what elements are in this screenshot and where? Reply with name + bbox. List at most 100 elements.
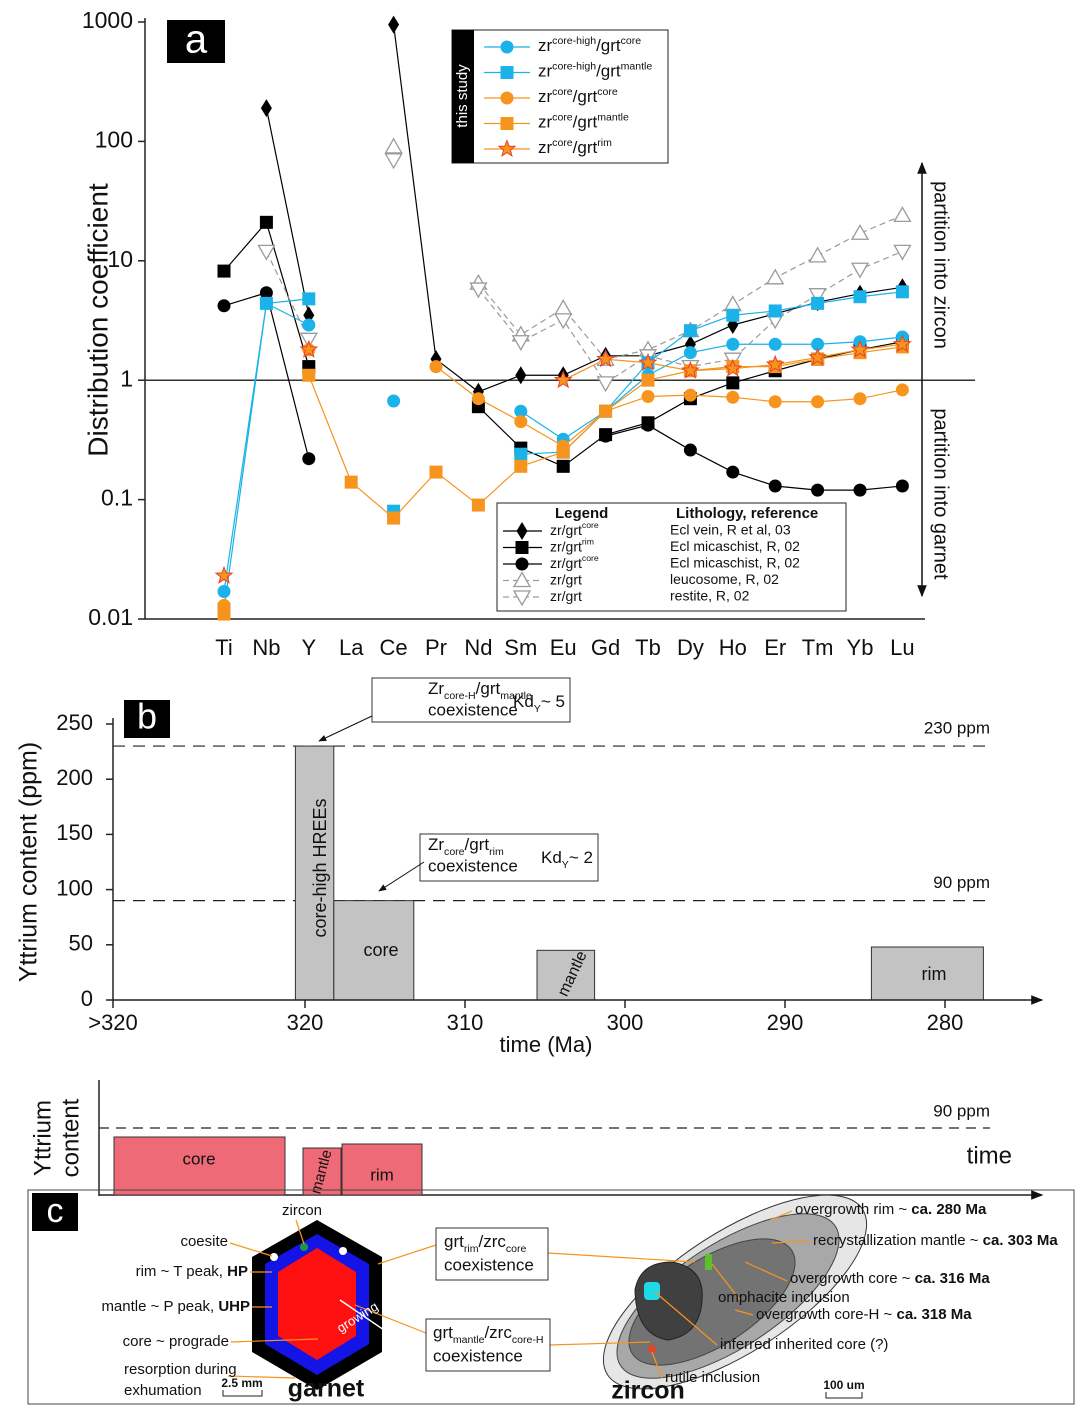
marker	[768, 395, 782, 409]
legend-reference: Ecl vein, R et al, 03	[670, 522, 791, 538]
marker	[641, 418, 655, 432]
callout-ratio-part: core-H	[444, 690, 476, 702]
marker	[500, 91, 514, 105]
leader	[227, 1375, 296, 1379]
coexistence-ratio: grtmantle/zrccore-H	[433, 1323, 543, 1345]
bar-label: core-high HREEs	[310, 798, 330, 937]
zircon-label-part: recrystallization mantle ~	[813, 1232, 983, 1249]
marker	[514, 447, 528, 461]
zircon-label-part: ca. 316 Ma	[915, 1270, 991, 1287]
coexistence-ratio-part: mantle	[453, 1334, 485, 1346]
x-tick-label: 320	[287, 1010, 324, 1035]
coexistence-ratio: grtrim/zrccore	[444, 1232, 526, 1254]
x-label: time	[967, 1142, 1012, 1169]
garnet-label-part: zircon	[282, 1202, 322, 1219]
y-tick-label: 10	[107, 246, 133, 272]
legend-label: zr/grtrim	[550, 537, 594, 554]
diagram-title: garnet	[288, 1375, 365, 1403]
callout-arrow	[378, 861, 425, 892]
x-tick-label: 280	[927, 1010, 964, 1035]
zircon-core-h	[634, 1261, 703, 1341]
coexistence-ratio-part: core-H	[512, 1334, 544, 1346]
annotation: partition into garnet	[930, 408, 952, 580]
coexistence-ratio-part: /zrc	[484, 1323, 512, 1342]
marker	[556, 445, 570, 459]
callout-ratio-part: /grt	[465, 835, 490, 854]
marker	[726, 376, 740, 390]
legend-label: zrcore/grtrim	[538, 137, 612, 158]
marker	[726, 390, 740, 404]
marker	[471, 498, 485, 512]
coesite-inclusion	[339, 1247, 347, 1255]
schematic: core mantle rim 90 ppm time Yttrium cont…	[29, 1080, 1044, 1200]
legend-label-part: zr	[538, 113, 553, 132]
x-tick-label: 300	[607, 1010, 644, 1035]
leader	[229, 1242, 273, 1257]
marker	[500, 117, 514, 130]
callout-box	[435, 1227, 549, 1281]
marker	[515, 366, 527, 385]
x-tick-label: Yb	[847, 635, 874, 660]
panel-label: a	[185, 18, 208, 62]
marker	[302, 368, 316, 382]
marker	[808, 347, 828, 366]
scale-label: 100 um	[823, 1378, 864, 1392]
panel-frame	[27, 1189, 1075, 1405]
legend-header: Lithology, reference	[676, 505, 818, 522]
zircon-label-part: inferred inherited core (?)	[720, 1336, 888, 1353]
callout-ratio-part: Zr	[428, 679, 444, 698]
marker	[683, 388, 697, 402]
marker	[641, 390, 655, 404]
legend-label: zrcore-high/grtcore	[538, 35, 641, 56]
marker	[683, 346, 697, 360]
legend-label-part: core	[582, 520, 599, 530]
callout-box	[371, 677, 571, 723]
callout-ratio: Zrcore-H/grtmantle	[428, 679, 532, 701]
y-label: Distribution coefficient	[82, 183, 113, 457]
callout-kd-part: ~ 5	[541, 692, 565, 711]
leader	[549, 1341, 651, 1346]
x-tick-label: >320	[88, 1010, 138, 1035]
marker	[853, 290, 867, 304]
callout-ratio: Zrcore/grtrim	[428, 835, 504, 857]
x-tick-label: Dy	[677, 635, 704, 660]
legend-label-part: /grt	[573, 87, 598, 106]
zircon-label: overgrowth core-H ~ ca. 318 Ma	[756, 1306, 972, 1323]
marker	[515, 541, 529, 554]
x-tick-label: Ce	[380, 635, 408, 660]
coesite-inclusion	[270, 1253, 278, 1261]
callout-kd-part: Y	[534, 703, 541, 715]
leaders	[227, 1210, 811, 1379]
callout-ratio-part: Zr	[428, 835, 444, 854]
legend-label-part: zr/grt	[550, 571, 582, 587]
marker	[260, 99, 272, 118]
legend-reference: leucosome, R, 02	[670, 571, 779, 587]
marker	[515, 557, 529, 571]
callout-box	[419, 833, 599, 882]
garnet-label-part: mantle ~ P peak,	[101, 1298, 218, 1315]
coexistence-text: coexistence	[444, 1255, 534, 1274]
marker	[429, 465, 443, 479]
legend-label-part: core	[552, 86, 573, 98]
marker	[500, 66, 514, 79]
marker	[893, 206, 912, 223]
x-tick-label: La	[339, 635, 364, 660]
callout-kd-part: Y	[562, 859, 569, 871]
legend-box	[451, 29, 669, 164]
leader	[744, 1261, 788, 1282]
x-tick-label: Lu	[890, 635, 914, 660]
y-label: Yttrium	[29, 1100, 56, 1176]
marker	[512, 590, 532, 607]
marker	[641, 373, 655, 387]
marker	[553, 370, 573, 389]
garnet-label-part: core ~ prograde	[123, 1333, 229, 1350]
legend-label-part: core	[597, 86, 618, 98]
garnet-label-part: resorption during	[124, 1361, 237, 1378]
x-tick-label: Tm	[802, 635, 834, 660]
zircon-label-part: overgrowth core-H ~	[756, 1306, 896, 1323]
x-tick-label: Ho	[719, 635, 747, 660]
series-line	[435, 366, 903, 447]
zircon-label: omphacite inclusion	[718, 1289, 850, 1306]
callout-kd: KdY~ 5	[513, 692, 565, 714]
legend-label: zr/grtcore	[550, 520, 599, 537]
